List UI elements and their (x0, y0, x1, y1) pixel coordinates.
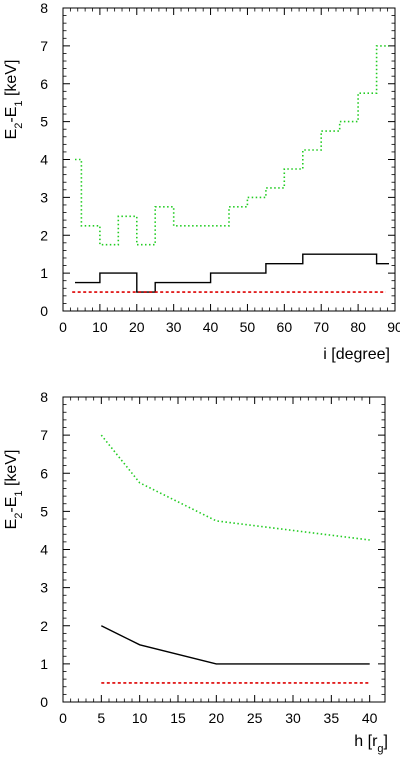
x-tick-label: 80 (350, 319, 366, 335)
x-axis-label: i [degree] (323, 346, 390, 363)
x-tick-label: 10 (92, 319, 108, 335)
x-tick-label: 30 (166, 319, 182, 335)
y-tick-label: 6 (40, 76, 48, 92)
x-tick-label: 90 (387, 319, 400, 335)
plot-frame (62, 7, 396, 312)
x-tick-label: 50 (240, 319, 256, 335)
x-tick-label: 30 (285, 710, 301, 726)
x-tick-label: 0 (59, 319, 67, 335)
y-tick-label: 3 (40, 189, 48, 205)
y-tick-label: 8 (40, 389, 48, 405)
y-tick-label: 3 (40, 580, 48, 596)
chart-panel-1: 0 10 20 30 40 50 60 70 80 90 0 1 2 3 4 5 6 7 8 E2-E1 [keV] i… (3, 0, 400, 363)
x-axis-label: h [rg] (354, 733, 388, 755)
x-tick-label: 70 (313, 319, 329, 335)
y-tick-label: 7 (40, 38, 48, 54)
y-tick-label: 7 (40, 427, 48, 443)
x-tick-label: 35 (324, 710, 340, 726)
series-line-2 (75, 45, 389, 246)
x-tick-label: 10 (132, 710, 148, 726)
chart-panel-2: 0 5 10 15 20 25 30 35 40 0 1 2 3 4 5 6 7 8 E2-E1 [keV] h [r… (3, 389, 388, 755)
x-tick-label: 0 (59, 710, 67, 726)
y-tick-label: 5 (40, 114, 48, 130)
series-line-1 (75, 253, 389, 293)
x-tick-label: 40 (362, 710, 378, 726)
y-tick-label: 5 (40, 503, 48, 519)
y-tick-label: 2 (40, 227, 48, 243)
y-tick-label: 4 (40, 542, 48, 558)
x-tick-label: 25 (247, 710, 263, 726)
series-line-1 (100, 625, 370, 665)
x-tick-label: 60 (277, 319, 293, 335)
y-tick-label: 0 (40, 303, 48, 319)
y-tick-label: 1 (40, 265, 48, 281)
x-tick-label: 5 (97, 710, 105, 726)
x-tick-label: 20 (129, 319, 145, 335)
y-axis-label: E2-E1 [keV] (3, 450, 25, 530)
y-tick-label: 2 (40, 618, 48, 634)
y-tick-label: 1 (40, 656, 48, 672)
y-tick-label: 4 (40, 152, 48, 168)
y-tick-label: 6 (40, 465, 48, 481)
plot-frame (62, 396, 386, 703)
x-tick-label: 15 (170, 710, 186, 726)
x-tick-label: 40 (203, 319, 219, 335)
y-axis-label: E2-E1 [keV] (3, 60, 25, 140)
series-line-2 (100, 434, 370, 541)
x-tick-label: 20 (209, 710, 225, 726)
y-tick-label: 0 (40, 694, 48, 710)
y-tick-label: 8 (40, 0, 48, 16)
